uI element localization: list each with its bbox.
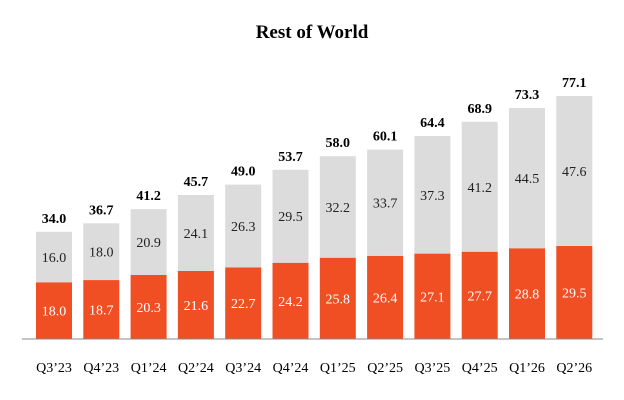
x-tick-label: Q4’23 [83, 361, 119, 376]
bar-segment-top [509, 108, 545, 249]
bar-segment-bottom [272, 262, 309, 339]
segment-value-label: 25.8 [326, 292, 351, 307]
segment-value-label: 37.3 [420, 189, 445, 204]
bar-segment-top [367, 149, 404, 256]
segment-value-label: 29.5 [278, 210, 303, 225]
segment-value-label: 26.3 [231, 220, 256, 235]
x-tick-label: Q3’24 [225, 361, 261, 376]
x-tick-label: Q4’24 [273, 361, 309, 376]
x-tick-label: Q2’25 [367, 361, 403, 376]
bars-layer [36, 96, 593, 339]
segment-value-label: 28.8 [515, 288, 540, 303]
segment-value-label: 47.6 [562, 165, 587, 180]
segment-value-label: 32.2 [326, 201, 351, 216]
segment-value-label: 20.9 [136, 236, 161, 251]
bar-segment-bottom [414, 253, 451, 339]
segment-value-label: 33.7 [373, 197, 398, 212]
bar-segment-top [177, 195, 214, 271]
x-tick-label: Q2’26 [556, 361, 592, 376]
segment-value-label: 16.0 [42, 251, 67, 266]
bar-segment-bottom [461, 251, 498, 339]
segment-value-label: 44.5 [515, 172, 540, 187]
segment-value-label: 27.1 [420, 290, 445, 305]
bar-segment-bottom [225, 267, 262, 339]
total-value-label: 53.7 [278, 150, 303, 165]
total-value-label: 60.1 [373, 130, 398, 145]
bar-segment-top [272, 169, 309, 263]
total-value-label: 36.7 [89, 203, 114, 218]
bar-segment-bottom [367, 255, 404, 339]
total-value-label: 58.0 [326, 136, 351, 151]
bar-segment-top [130, 209, 167, 275]
total-value-label: 68.9 [467, 102, 492, 117]
labels-layer: 18.0 16.0 34.0 Q3’23 18.7 18.0 36.7 Q4’23 20.3 20… [36, 76, 592, 376]
x-tick-label: Q1’24 [131, 361, 167, 376]
bar-segment-bottom [177, 270, 214, 339]
segment-value-label: 21.6 [184, 299, 209, 314]
segment-value-label: 24.1 [184, 227, 209, 242]
total-value-label: 73.3 [515, 88, 540, 103]
segment-value-label: 24.2 [278, 295, 303, 310]
total-value-label: 34.0 [42, 212, 67, 227]
chart-title: Rest of World [255, 22, 369, 43]
bar-segment-bottom [83, 280, 120, 339]
segment-value-label: 18.0 [89, 246, 114, 261]
segment-value-label: 18.7 [89, 304, 114, 319]
segment-value-label: 29.5 [562, 287, 587, 302]
bar-segment-bottom [130, 275, 167, 339]
bar-segment-bottom [36, 282, 72, 339]
segment-value-label: 18.0 [42, 305, 67, 320]
segment-value-label: 27.7 [467, 289, 492, 304]
total-value-label: 49.0 [231, 165, 256, 180]
total-value-label: 64.4 [420, 116, 445, 131]
segment-value-label: 22.7 [231, 297, 256, 312]
x-tick-label: Q4’25 [462, 361, 498, 376]
bar-segment-top [83, 223, 120, 280]
segment-value-label: 20.3 [136, 301, 161, 316]
x-tick-label: Q2’24 [178, 361, 214, 376]
segment-value-label: 41.2 [467, 181, 492, 196]
total-value-label: 41.2 [136, 189, 161, 204]
total-value-label: 45.7 [184, 175, 209, 190]
bar-segment-top [36, 231, 72, 283]
bar-segment-top [225, 184, 262, 268]
total-value-label: 77.1 [562, 76, 587, 91]
bar-segment-bottom [319, 257, 356, 339]
bar-segment-top [461, 121, 498, 252]
x-tick-label: Q3’23 [36, 361, 72, 376]
x-tick-label: Q1’26 [509, 361, 545, 376]
x-tick-label: Q1’25 [320, 361, 356, 376]
segment-value-label: 26.4 [373, 291, 398, 306]
bar-segment-top [556, 96, 593, 246]
bar-segment-top [319, 156, 356, 258]
bar-segment-top [414, 136, 451, 254]
bar-segment-bottom [556, 246, 593, 339]
bar-segment-bottom [509, 248, 545, 339]
x-tick-label: Q3’25 [415, 361, 451, 376]
